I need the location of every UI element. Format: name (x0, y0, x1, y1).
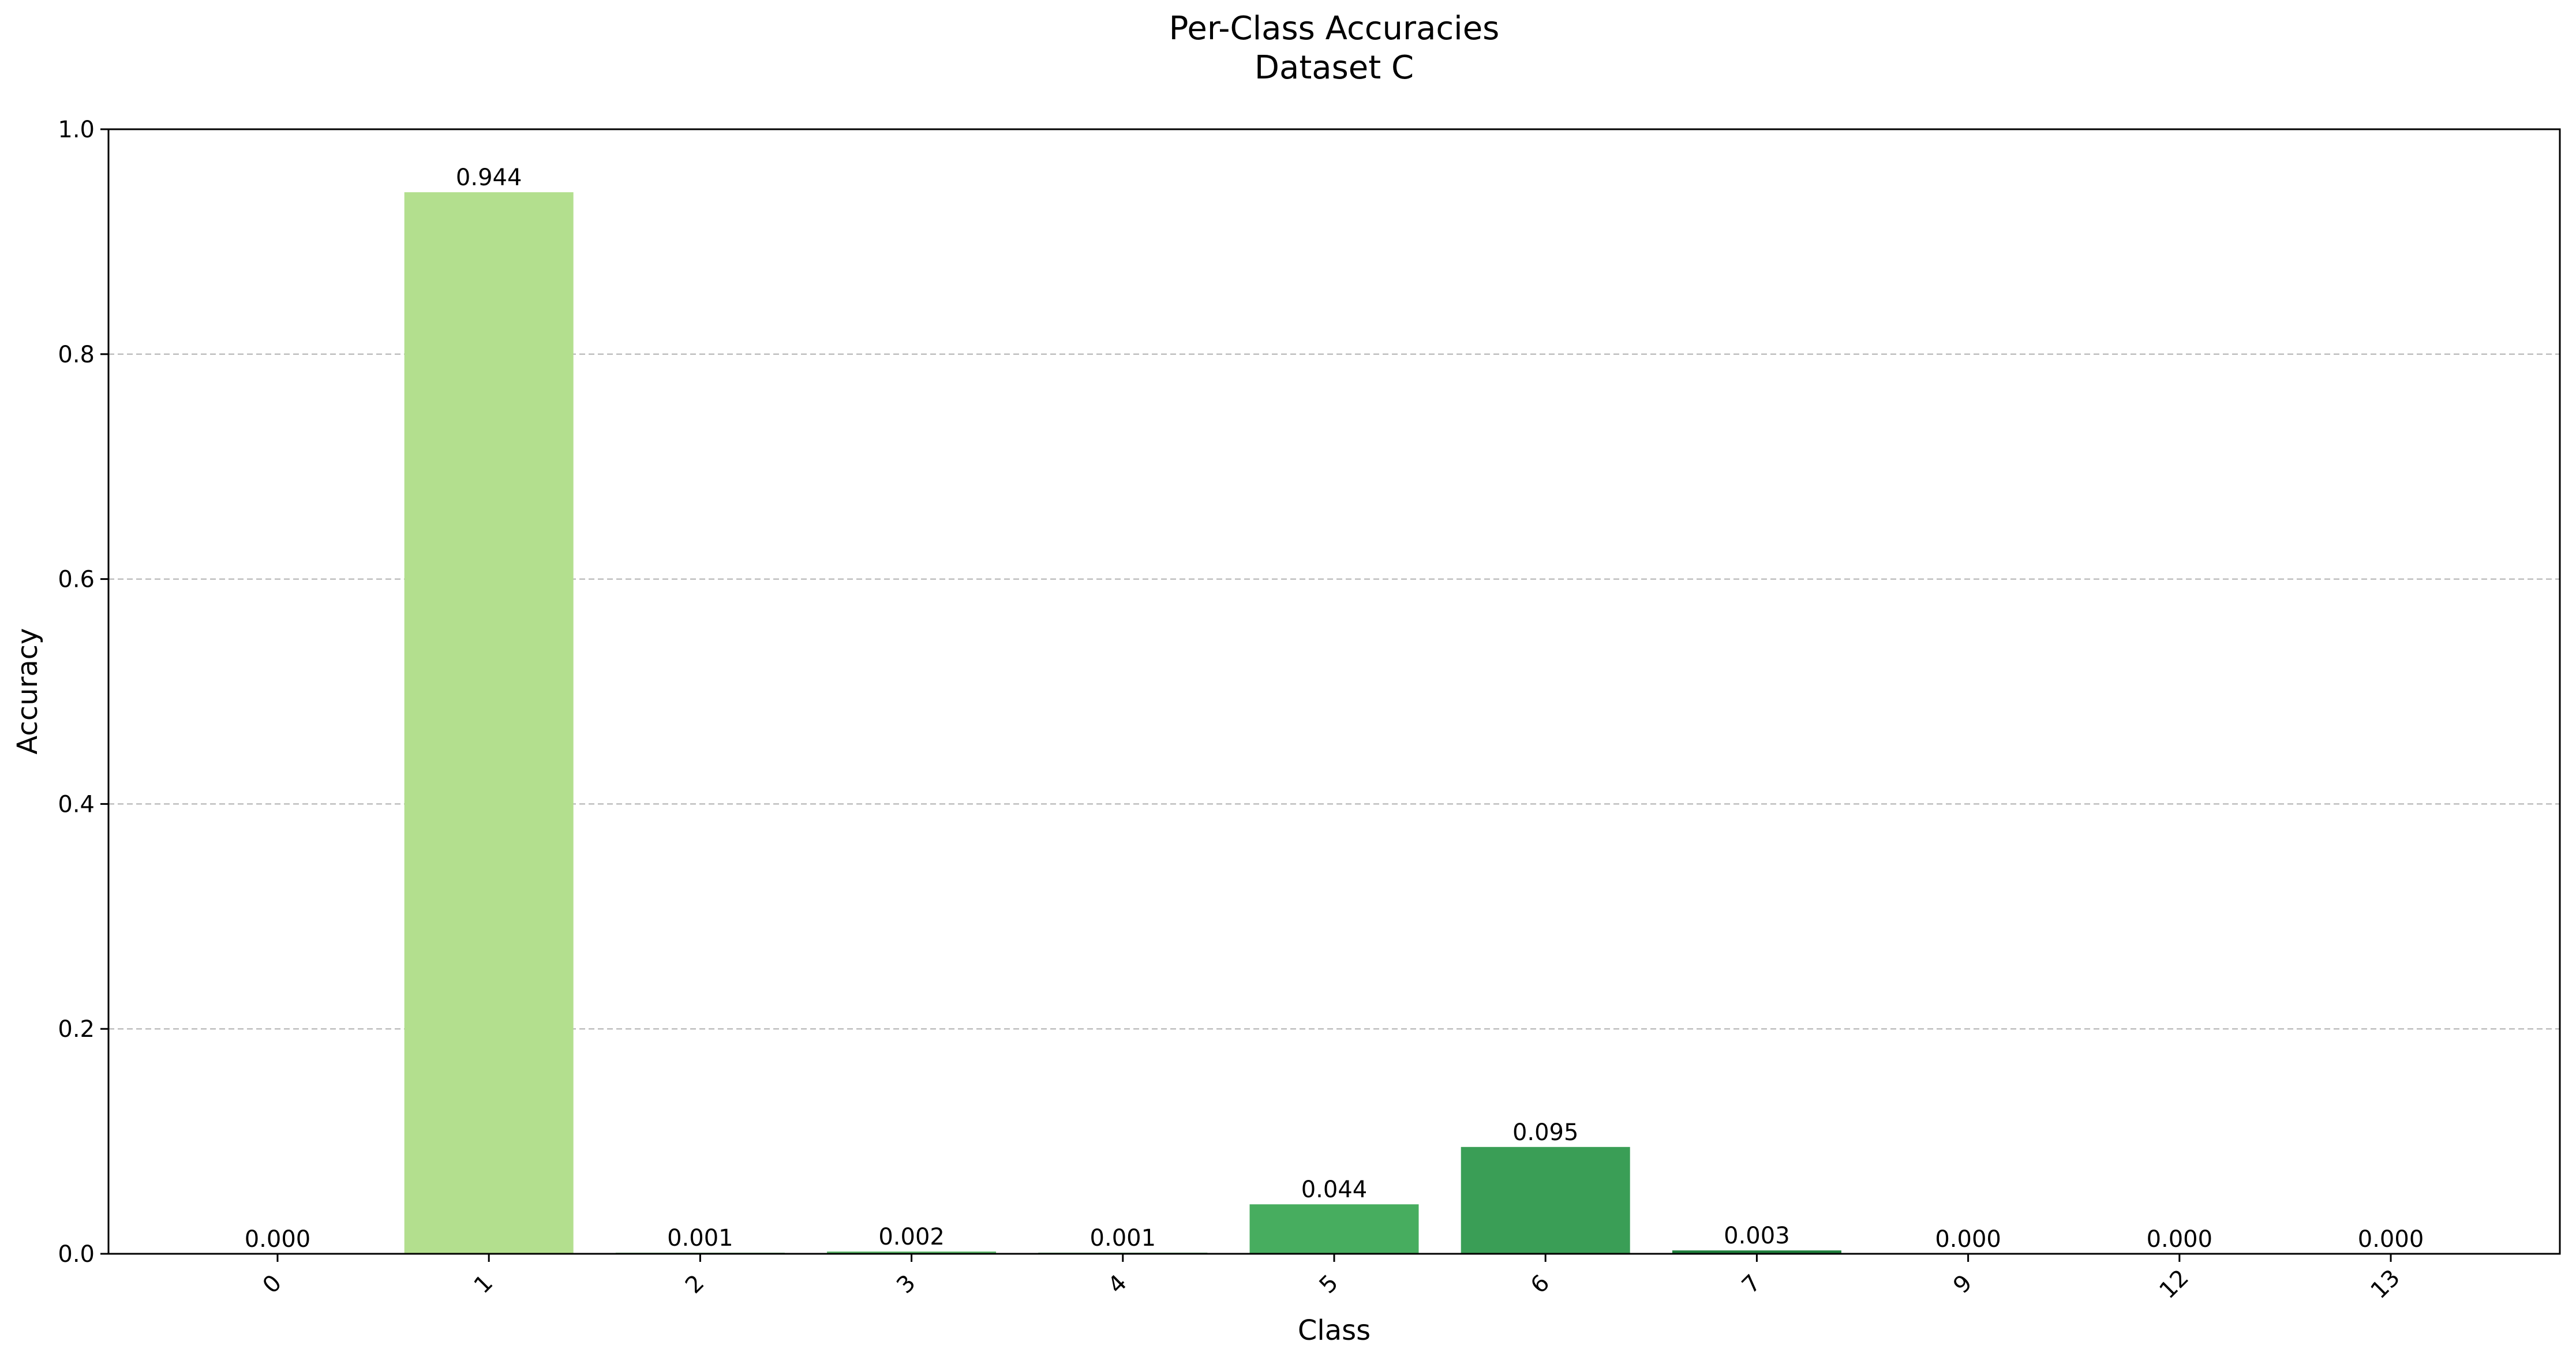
bar-class-7 (1672, 1250, 1841, 1254)
x-tick-label-2: 2 (680, 1270, 710, 1299)
data-label-class-0: 0.000 (245, 1226, 311, 1253)
x-tick-label-1: 1 (469, 1270, 499, 1299)
chart-subtitle: Dataset C (1255, 49, 1414, 87)
bar-class-3 (827, 1251, 997, 1254)
x-tick-label-12: 12 (2154, 1265, 2194, 1305)
y-tick-label: 0.0 (58, 1241, 95, 1268)
y-tick-label: 0.6 (58, 567, 95, 593)
data-label-class-12: 0.000 (2147, 1226, 2213, 1253)
data-label-class-1: 0.944 (456, 164, 522, 191)
x-tick-label-6: 6 (1526, 1270, 1555, 1299)
x-tick-label-4: 4 (1103, 1270, 1132, 1299)
x-tick-label-9: 9 (1948, 1270, 1978, 1299)
x-axis-ticks: 0 1 2 3 4 5 6 7 9 12 13 (258, 1254, 2406, 1305)
y-tick-label: 0.8 (58, 342, 95, 368)
y-tick-label: 0.4 (58, 791, 95, 818)
y-tick-label: 1.0 (58, 117, 95, 143)
y-axis-ticks: 0.0 0.2 0.4 0.6 0.8 1.0 (58, 117, 108, 1268)
data-labels: 0.000 0.944 0.001 0.002 0.001 0.044 0.095 0.003… (245, 164, 2424, 1253)
data-label-class-4: 0.001 (1090, 1225, 1156, 1251)
chart-title: Per-Class Accuracies (1169, 10, 1500, 47)
x-tick-label-3: 3 (892, 1270, 921, 1299)
bars (404, 192, 1841, 1254)
x-tick-label-13: 13 (2366, 1265, 2406, 1305)
x-tick-label-7: 7 (1737, 1270, 1766, 1299)
bar-class-1 (404, 192, 574, 1254)
x-axis-label: Class (1298, 1314, 1371, 1347)
data-label-class-6: 0.095 (1512, 1119, 1579, 1146)
x-tick-label-0: 0 (258, 1270, 287, 1299)
data-label-class-13: 0.000 (2358, 1226, 2424, 1253)
data-label-class-7: 0.003 (1724, 1223, 1790, 1249)
data-label-class-5: 0.044 (1301, 1176, 1368, 1203)
data-label-class-9: 0.000 (1935, 1226, 2001, 1253)
y-axis-label: Accuracy (12, 628, 44, 754)
data-label-class-3: 0.002 (878, 1224, 945, 1250)
y-tick-label: 0.2 (58, 1016, 95, 1043)
x-tick-label-5: 5 (1315, 1270, 1344, 1299)
bar-class-5 (1249, 1204, 1419, 1254)
data-label-class-2: 0.001 (667, 1225, 733, 1251)
bar-class-6 (1461, 1146, 1630, 1254)
